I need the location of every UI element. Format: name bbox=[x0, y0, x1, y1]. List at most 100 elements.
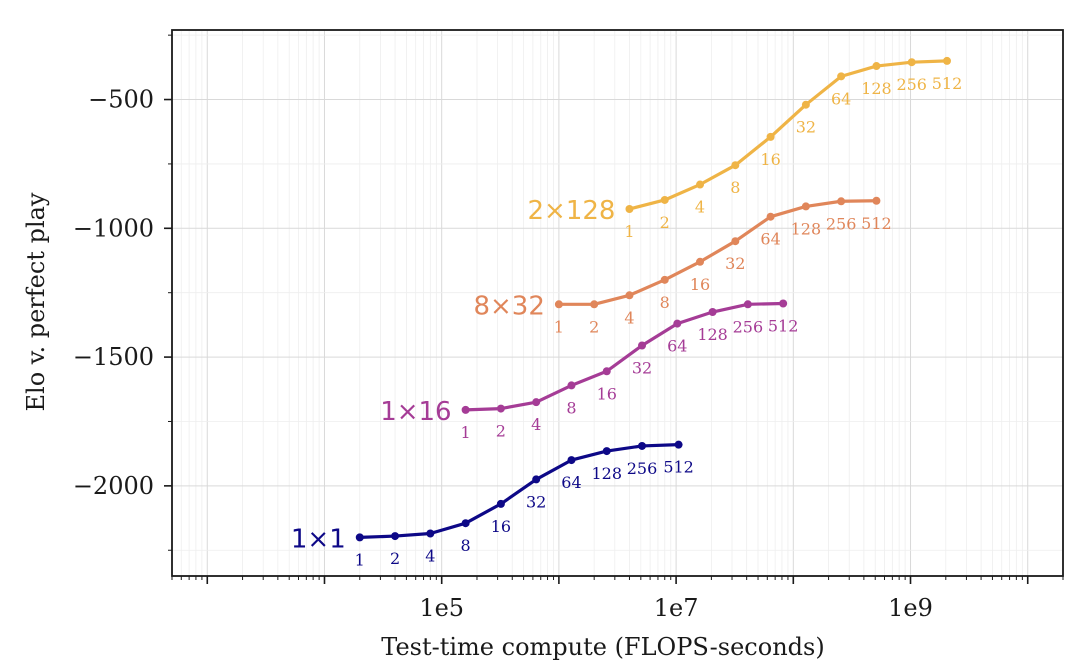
point-label: 64 bbox=[831, 89, 851, 108]
y-tick-label: −1500 bbox=[73, 343, 154, 371]
x-axis-title: Test-time compute (FLOPS-seconds) bbox=[381, 633, 824, 661]
point-label: 256 bbox=[627, 459, 658, 478]
y-tick-label: −2000 bbox=[73, 472, 154, 500]
y-axis-title: Elo v. perfect play bbox=[22, 192, 50, 411]
data-point bbox=[567, 381, 576, 390]
data-point bbox=[554, 300, 563, 309]
point-label: 8 bbox=[566, 398, 576, 417]
point-label: 128 bbox=[591, 464, 622, 483]
data-point bbox=[743, 300, 752, 309]
point-label: 64 bbox=[667, 337, 687, 356]
series-group: 1 2 4 8 16 32 64 128 256 512 1×1 bbox=[291, 440, 694, 569]
point-label: 2 bbox=[589, 317, 599, 336]
data-point bbox=[496, 404, 505, 413]
point-label: 32 bbox=[725, 254, 745, 273]
data-point bbox=[461, 405, 470, 414]
data-point bbox=[907, 58, 916, 67]
data-point bbox=[779, 299, 788, 308]
series-group: 1 2 4 8 16 32 64 128 256 512 1×16 bbox=[380, 299, 799, 442]
point-label: 1 bbox=[554, 317, 564, 336]
data-point bbox=[731, 237, 740, 246]
series-line bbox=[558, 199, 877, 306]
point-label: 16 bbox=[690, 275, 710, 294]
point-label: 128 bbox=[791, 219, 822, 238]
data-point bbox=[602, 447, 611, 456]
point-label: 16 bbox=[597, 384, 617, 403]
y-tick-label: −500 bbox=[88, 86, 154, 114]
data-point bbox=[638, 441, 647, 450]
data-point bbox=[602, 367, 611, 376]
data-point bbox=[532, 398, 541, 407]
x-tick-label: 1e7 bbox=[654, 594, 699, 622]
series-name-label: 2×128 bbox=[528, 196, 616, 226]
point-label: 512 bbox=[932, 74, 963, 93]
series-line bbox=[629, 59, 948, 211]
y-tick-label: −1000 bbox=[73, 214, 154, 242]
data-point bbox=[625, 291, 634, 300]
x-tick-label: 1e9 bbox=[888, 594, 933, 622]
point-label: 1 bbox=[355, 550, 365, 569]
point-label: 32 bbox=[632, 358, 652, 377]
series-line bbox=[359, 443, 679, 539]
point-label: 8 bbox=[660, 293, 670, 312]
point-label: 4 bbox=[624, 308, 634, 327]
data-point bbox=[801, 100, 810, 109]
point-label: 512 bbox=[861, 214, 892, 233]
data-point bbox=[696, 257, 705, 266]
point-label: 128 bbox=[861, 79, 892, 98]
point-label: 32 bbox=[796, 118, 816, 137]
data-point bbox=[837, 72, 846, 81]
point-label: 8 bbox=[461, 536, 471, 555]
data-point bbox=[496, 499, 505, 508]
point-label: 1 bbox=[461, 423, 471, 442]
series-name-label: 1×16 bbox=[380, 397, 451, 427]
axes: 1e5 1e7 1e9 −500 −1000 −1500 −2000 bbox=[73, 29, 1064, 622]
data-point bbox=[801, 202, 810, 211]
data-point bbox=[391, 532, 400, 541]
point-label: 4 bbox=[531, 415, 541, 434]
data-point bbox=[461, 519, 470, 528]
point-label: 16 bbox=[491, 517, 511, 536]
data-point bbox=[426, 529, 435, 538]
data-point bbox=[731, 161, 740, 170]
data-point bbox=[590, 300, 599, 309]
point-label: 32 bbox=[526, 492, 546, 511]
point-label: 128 bbox=[697, 325, 728, 344]
data-point bbox=[766, 212, 775, 221]
point-label: 64 bbox=[760, 230, 780, 249]
data-point bbox=[837, 197, 846, 206]
data-point bbox=[625, 204, 634, 213]
grid bbox=[171, 30, 1064, 576]
data-point bbox=[943, 56, 952, 65]
data-point bbox=[872, 196, 881, 205]
point-label: 256 bbox=[733, 317, 764, 336]
data-point bbox=[674, 440, 683, 449]
data-point bbox=[673, 319, 682, 328]
series-line bbox=[465, 301, 784, 412]
series-name-label: 8×32 bbox=[473, 291, 544, 321]
point-label: 2 bbox=[496, 422, 506, 441]
point-label: 4 bbox=[695, 198, 705, 217]
point-label: 256 bbox=[826, 214, 857, 233]
data-point bbox=[708, 308, 717, 317]
data-point bbox=[696, 180, 705, 189]
plot-frame bbox=[171, 29, 1064, 577]
point-label: 4 bbox=[425, 547, 435, 566]
point-label: 1 bbox=[624, 222, 634, 241]
data-point bbox=[355, 533, 364, 542]
data-point bbox=[872, 62, 881, 71]
point-label: 512 bbox=[663, 458, 694, 477]
series-name-label: 1×1 bbox=[291, 524, 346, 554]
point-label: 2 bbox=[660, 213, 670, 232]
data-point bbox=[567, 456, 576, 465]
data-point bbox=[638, 341, 647, 350]
point-label: 64 bbox=[561, 473, 581, 492]
point-label: 256 bbox=[896, 75, 927, 94]
data-point bbox=[766, 132, 775, 141]
data-point bbox=[660, 195, 669, 204]
point-label: 512 bbox=[768, 317, 799, 336]
point-label: 8 bbox=[730, 178, 740, 197]
